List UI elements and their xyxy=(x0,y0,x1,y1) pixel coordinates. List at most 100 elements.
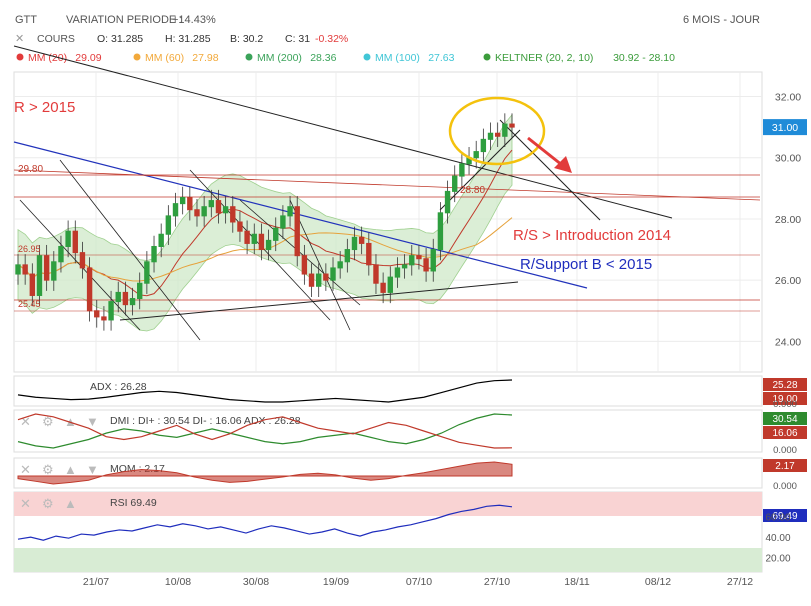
date-tick-label: 10/08 xyxy=(165,576,191,588)
candle-body xyxy=(423,258,429,272)
move-up-icon[interactable]: ▲ xyxy=(64,462,77,477)
candle-body xyxy=(308,273,315,287)
panel-mom: ✕ ⚙ ▲ ▼ MOM : 2.17 2.170.000 xyxy=(13,457,807,492)
move-up-icon[interactable]: ▲ xyxy=(64,496,77,511)
indicator-value: 27.98 xyxy=(192,52,218,64)
candle-body xyxy=(444,190,451,214)
candle-66 xyxy=(487,122,494,151)
panel-value-tag-label: 69.49 xyxy=(772,511,797,522)
indicator-dot-icon xyxy=(133,53,141,61)
panel-value-tag xyxy=(763,459,807,472)
candle-body xyxy=(72,230,78,254)
candle-33 xyxy=(251,223,257,255)
candle-69 xyxy=(509,113,515,138)
candle-body xyxy=(137,282,143,300)
candle-body xyxy=(194,209,200,217)
indicator-dot-icon xyxy=(363,53,371,61)
candle-body xyxy=(251,233,257,244)
candle-65 xyxy=(480,128,487,163)
move-down-icon[interactable]: ▼ xyxy=(86,462,99,477)
candle-9 xyxy=(79,241,86,279)
indicator-4[interactable]: KELTNER (20, 2, 10) 30.92 - 28.10 xyxy=(483,52,676,64)
indicator-1[interactable]: MM (60) 27.98 xyxy=(133,52,219,64)
date-tick-label: 30/08 xyxy=(243,576,269,588)
date-tick-label: 18/11 xyxy=(564,576,590,588)
candle-64 xyxy=(473,140,479,169)
series-rsi-line xyxy=(17,504,513,541)
candle-17 xyxy=(137,272,143,310)
main-plot-frame xyxy=(13,71,763,373)
candle-39 xyxy=(294,195,300,267)
candle-body xyxy=(94,310,100,318)
quote-close: C: 31 xyxy=(285,33,310,45)
chart-header: GTT VARIATION PERIODE : +14.43% 6 MOIS -… xyxy=(15,14,760,26)
candle-36 xyxy=(273,217,279,252)
price-tick-label: 32.00 xyxy=(775,91,801,103)
candle-body xyxy=(208,200,215,208)
candle-body xyxy=(65,230,71,247)
candle-38 xyxy=(287,195,293,227)
candle-body xyxy=(144,261,150,284)
candle-68 xyxy=(502,113,508,147)
quote-change: -0.32% xyxy=(315,33,348,45)
candle-body xyxy=(344,249,351,263)
last-price-tag xyxy=(763,119,807,136)
indicator-2[interactable]: MM (200) 28.36 xyxy=(245,52,337,64)
candle-46 xyxy=(344,238,351,273)
series-adx-line xyxy=(17,379,513,403)
candle-body xyxy=(509,123,515,128)
settings-icon[interactable]: ⚙ xyxy=(42,462,54,477)
ma60-line xyxy=(17,217,513,282)
arrow-shaft xyxy=(527,136,563,167)
settings-icon[interactable]: ⚙ xyxy=(42,414,54,429)
candle-body xyxy=(366,242,372,266)
indicator-0[interactable]: MM (20) 29.09 xyxy=(16,52,102,64)
rsi-tick-label: 40.00 xyxy=(765,533,790,544)
chart-annotations: R > 2015 R/S > Introduction 2014 R/Support… xyxy=(14,96,671,309)
candle-body xyxy=(287,206,293,217)
panel-value-tag-label: 30.54 xyxy=(772,414,797,425)
candle-body xyxy=(487,132,494,140)
close-icon[interactable]: ✕ xyxy=(20,462,31,477)
arrow-head-icon xyxy=(554,156,572,173)
candle-18 xyxy=(144,251,150,294)
move-up-icon[interactable]: ▲ xyxy=(64,414,77,429)
candle-58 xyxy=(430,238,436,282)
settings-icon[interactable]: ⚙ xyxy=(42,496,54,511)
candle-14 xyxy=(115,281,121,313)
candle-42 xyxy=(315,263,322,297)
candle-body xyxy=(179,197,186,205)
indicator-3[interactable]: MM (100) 27.63 xyxy=(363,52,455,64)
candle-56 xyxy=(416,244,422,270)
candle-body xyxy=(165,215,172,235)
indicator-value: 28.36 xyxy=(310,52,336,64)
candle-body xyxy=(502,123,508,137)
indicator-label: MM (200) xyxy=(257,52,302,64)
candle-3 xyxy=(36,244,43,307)
candle-67 xyxy=(494,122,501,147)
date-tick-label: 27/10 xyxy=(484,576,510,588)
quote-label: COURS xyxy=(37,33,75,45)
close-icon[interactable]: ✕ xyxy=(20,496,31,511)
panel-axis-tick: 0.000 xyxy=(773,481,797,492)
last-price-label: 31.00 xyxy=(772,122,798,134)
candle-22 xyxy=(172,192,179,227)
candle-32 xyxy=(244,220,250,255)
close-icon[interactable]: ✕ xyxy=(20,414,31,429)
candle-body xyxy=(58,245,64,263)
rs-annotation: R/S > Introduction 2014 xyxy=(513,227,671,244)
candle-body xyxy=(244,230,250,244)
trend-line-0 xyxy=(13,45,673,219)
candle-11 xyxy=(94,300,100,328)
level-label: 25.45 xyxy=(18,299,41,309)
candle-body xyxy=(122,291,129,306)
move-down-icon[interactable]: ▼ xyxy=(86,414,99,429)
indicator-value: 30.92 - 28.10 xyxy=(613,52,675,64)
candle-body xyxy=(330,267,336,281)
ticker-label: GTT xyxy=(15,14,37,26)
close-icon[interactable]: ✕ xyxy=(15,33,24,45)
support-annotation: R/Support B < 2015 xyxy=(520,256,652,273)
panel-value-tag xyxy=(763,509,807,522)
